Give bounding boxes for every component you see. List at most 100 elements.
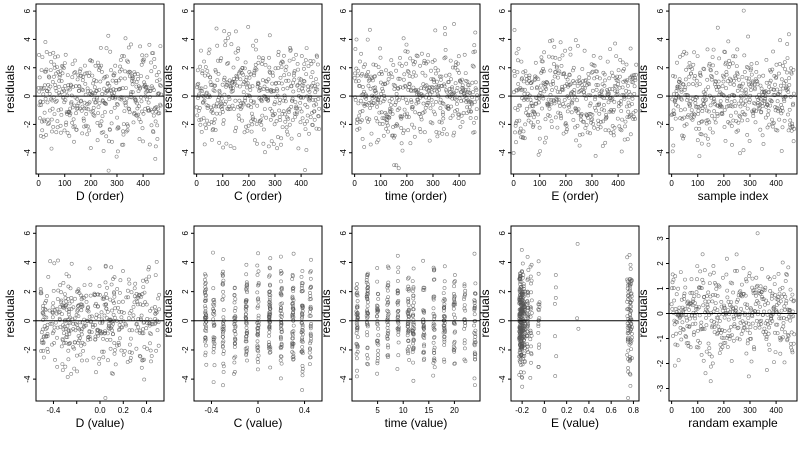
data-point (609, 70, 614, 75)
data-point (753, 101, 758, 106)
data-point (684, 51, 689, 56)
data-point (204, 126, 209, 131)
data-point (48, 84, 53, 89)
data-point (106, 168, 111, 173)
data-point (294, 104, 299, 109)
data-point (385, 308, 390, 313)
data-point (255, 326, 260, 331)
data-point (375, 361, 380, 366)
data-point (290, 301, 295, 306)
data-point (452, 273, 457, 277)
data-point (43, 40, 48, 44)
data-point (625, 352, 630, 357)
data-point (740, 319, 745, 324)
data-point (550, 38, 555, 43)
data-point (450, 85, 455, 90)
data-point (783, 67, 788, 72)
data-point (51, 125, 56, 129)
data-point (630, 102, 634, 107)
data-point (85, 358, 89, 363)
data-point (85, 306, 90, 311)
data-point (721, 275, 725, 280)
data-point (43, 300, 48, 305)
data-point (58, 123, 63, 128)
data-point (204, 319, 209, 324)
data-point (451, 306, 456, 311)
data-point (767, 80, 772, 85)
data-point (729, 124, 734, 128)
data-point (157, 307, 162, 312)
data-point (518, 311, 522, 316)
data-point (412, 125, 417, 130)
data-point (470, 80, 475, 85)
data-point (375, 119, 380, 124)
data-point (674, 331, 679, 336)
data-point (81, 116, 86, 121)
data-point (307, 297, 312, 302)
data-point (671, 143, 676, 148)
data-point (109, 91, 114, 96)
x-tick-label: 0.4 (141, 406, 153, 415)
data-point (573, 38, 578, 43)
data-point (523, 69, 528, 74)
data-point (115, 287, 120, 291)
data-point (300, 369, 305, 374)
data-point (60, 337, 65, 342)
data-point (148, 95, 152, 99)
data-point (100, 70, 104, 74)
data-point (157, 91, 161, 96)
data-point (416, 91, 421, 96)
data-point (522, 307, 527, 312)
data-point (135, 101, 140, 106)
data-point (628, 301, 633, 305)
data-point (537, 136, 542, 141)
data-point (409, 89, 414, 94)
data-point (750, 321, 755, 326)
data-point (429, 97, 434, 102)
data-point (411, 293, 416, 298)
data-point (375, 359, 380, 364)
data-point (109, 324, 114, 329)
data-point (463, 288, 468, 293)
data-point (784, 301, 788, 306)
data-point (204, 362, 209, 367)
data-point (670, 112, 675, 116)
data-point (407, 81, 412, 86)
data-point (96, 111, 101, 116)
data-point (779, 149, 784, 153)
data-point (390, 112, 395, 116)
data-point (217, 140, 222, 145)
data-point (683, 77, 688, 82)
data-point (608, 47, 613, 52)
data-point (417, 126, 422, 131)
data-point (521, 326, 525, 331)
data-point (285, 86, 290, 91)
data-point (403, 83, 408, 88)
data-point (373, 88, 378, 93)
data-point (525, 334, 530, 339)
data-point (675, 343, 680, 348)
data-point (524, 73, 529, 78)
data-point (141, 111, 146, 116)
data-point (732, 316, 737, 321)
data-point (92, 78, 97, 82)
data-point (199, 48, 203, 53)
data-point (111, 312, 116, 317)
data-point (50, 129, 54, 134)
data-point (559, 116, 564, 121)
data-point (526, 113, 531, 118)
data-point (67, 309, 71, 314)
data-point (454, 102, 459, 106)
data-point (676, 309, 681, 314)
data-point (686, 344, 691, 348)
data-point (87, 329, 92, 334)
data-point (740, 282, 744, 287)
data-point (703, 133, 708, 138)
data-point (41, 92, 46, 97)
data-point (729, 78, 734, 83)
data-point (354, 374, 359, 379)
data-point (406, 115, 411, 119)
data-point (56, 70, 61, 74)
data-point (537, 342, 542, 347)
scatter-points (354, 251, 478, 388)
